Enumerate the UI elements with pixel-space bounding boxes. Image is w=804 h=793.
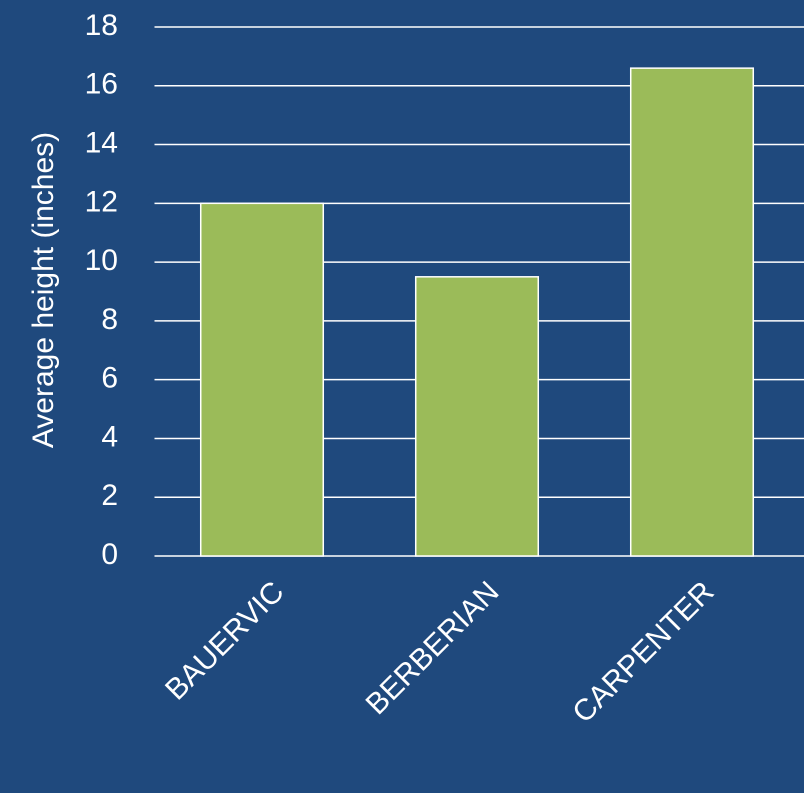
y-tick-label: 10: [85, 244, 118, 277]
y-tick-label: 8: [101, 303, 118, 336]
y-tick-label: 2: [101, 479, 118, 512]
bar: [199, 202, 325, 557]
y-tick-label: 14: [85, 126, 118, 159]
y-tick-label: 6: [101, 362, 118, 395]
bar: [414, 276, 540, 557]
y-axis-title: Average height (inches): [27, 132, 60, 448]
y-tick-label: 18: [85, 9, 118, 42]
y-tick-label: 4: [101, 420, 118, 453]
y-tick-label: 12: [85, 185, 118, 218]
y-tick-label: 0: [101, 538, 118, 571]
bar: [629, 67, 755, 557]
y-tick-label: 16: [85, 68, 118, 101]
